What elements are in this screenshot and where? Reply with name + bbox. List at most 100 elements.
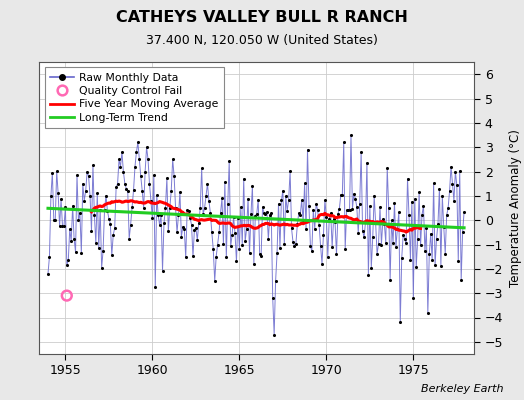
Point — [180, 226, 189, 232]
Point — [77, 250, 85, 256]
Point — [387, 217, 396, 224]
Point — [239, 176, 248, 182]
Point — [177, 234, 185, 240]
Point — [400, 235, 409, 242]
Point — [309, 206, 318, 213]
Point — [377, 242, 386, 248]
Point — [179, 224, 187, 230]
Point — [134, 139, 142, 146]
Point — [460, 209, 468, 216]
Point — [184, 208, 193, 214]
Point — [379, 216, 387, 222]
Point — [324, 253, 332, 260]
Point — [351, 196, 359, 202]
Point — [264, 236, 272, 242]
Point — [440, 224, 448, 230]
Point — [209, 246, 217, 252]
Point — [430, 180, 438, 186]
Point — [188, 222, 196, 228]
Point — [174, 212, 183, 218]
Point — [277, 197, 286, 204]
Point — [431, 262, 439, 268]
Point — [101, 207, 109, 213]
Point — [106, 220, 115, 227]
Point — [396, 319, 405, 326]
Point — [151, 284, 159, 290]
Point — [386, 276, 395, 283]
Point — [61, 204, 70, 211]
Point — [445, 188, 454, 194]
Point — [109, 232, 117, 238]
Point — [364, 271, 373, 278]
Point — [70, 235, 78, 242]
Point — [82, 188, 90, 194]
Point — [107, 252, 116, 258]
Point — [390, 200, 399, 206]
Point — [147, 198, 155, 204]
Point — [347, 132, 355, 138]
Point — [285, 196, 293, 203]
Text: 37.400 N, 120.050 W (United States): 37.400 N, 120.050 W (United States) — [146, 34, 378, 47]
Point — [243, 226, 251, 232]
Point — [308, 248, 316, 254]
Point — [205, 198, 213, 204]
Point — [294, 210, 303, 216]
Point — [167, 188, 176, 194]
Point — [366, 203, 374, 210]
Point — [69, 203, 77, 209]
Point — [189, 253, 197, 260]
Point — [355, 201, 364, 207]
Point — [170, 173, 178, 180]
Point — [54, 190, 62, 196]
Point — [315, 222, 323, 228]
Point — [450, 198, 458, 204]
Point — [232, 258, 241, 265]
Point — [192, 224, 200, 231]
Point — [234, 215, 242, 221]
Point — [354, 230, 363, 236]
Point — [67, 238, 75, 244]
Point — [454, 258, 463, 264]
Point — [86, 193, 94, 199]
Point — [408, 198, 416, 205]
Point — [300, 180, 309, 187]
Point — [353, 204, 361, 210]
Point — [221, 179, 229, 185]
Point — [275, 201, 283, 207]
Point — [296, 212, 304, 218]
Point — [415, 189, 423, 196]
Point — [305, 202, 313, 209]
Point — [322, 214, 331, 220]
Point — [161, 205, 170, 211]
Point — [102, 192, 110, 199]
Point — [215, 229, 223, 236]
Point — [228, 232, 236, 238]
Point — [367, 265, 376, 271]
Point — [122, 185, 130, 192]
Point — [286, 168, 294, 174]
Point — [434, 220, 442, 227]
Point — [325, 215, 333, 222]
Point — [132, 149, 140, 155]
Point — [455, 168, 464, 174]
Point — [263, 208, 271, 215]
Point — [199, 211, 208, 217]
Point — [154, 212, 162, 218]
Point — [118, 149, 126, 155]
Point — [458, 229, 467, 235]
Point — [166, 205, 174, 211]
Point — [343, 207, 351, 213]
Point — [253, 210, 261, 217]
Point — [143, 144, 151, 150]
Point — [334, 211, 342, 217]
Point — [289, 239, 297, 245]
Point — [438, 193, 446, 199]
Point — [451, 168, 460, 175]
Point — [131, 164, 139, 170]
Point — [345, 207, 354, 213]
Point — [225, 158, 233, 164]
Point — [273, 250, 281, 256]
Point — [421, 248, 429, 254]
Point — [409, 295, 418, 301]
Point — [238, 242, 246, 248]
